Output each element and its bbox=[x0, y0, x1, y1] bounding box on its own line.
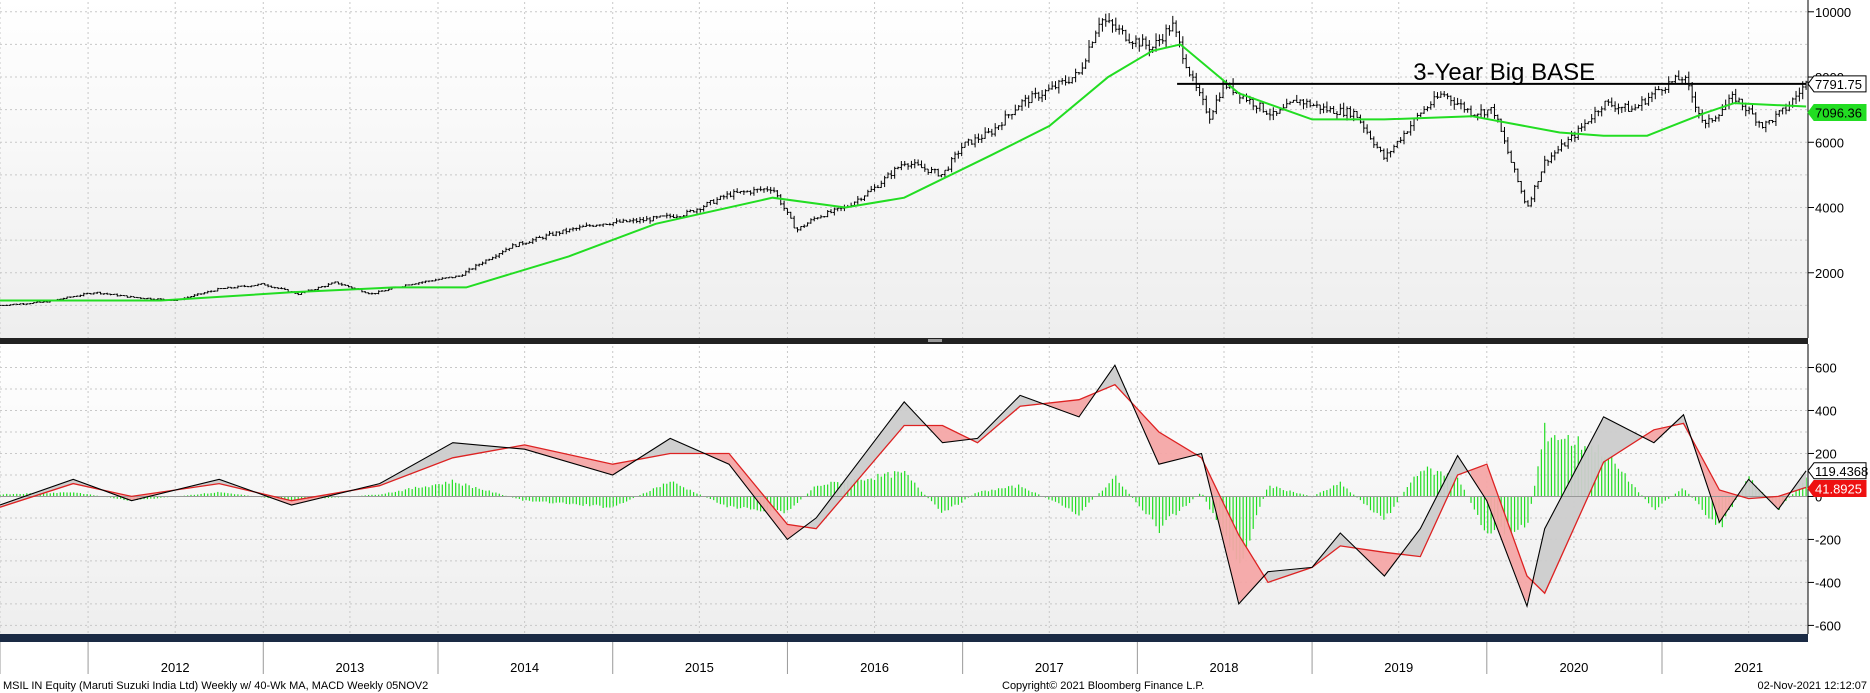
crossover-fill-segment bbox=[1645, 425, 1673, 442]
macd-tick-label: 600 bbox=[1815, 360, 1837, 375]
crossover-fill-segment bbox=[636, 438, 707, 460]
year-label: 2013 bbox=[335, 660, 364, 675]
crossover-fill-segment bbox=[1739, 479, 1770, 501]
time-x-axis: 2012 2013 2014 2015 2016 2017 2018 2019 2020 2021 bbox=[0, 642, 1763, 675]
crossover-fill-segment bbox=[1206, 467, 1267, 603]
price-tick-label: 2000 bbox=[1815, 266, 1844, 281]
year-label: 2016 bbox=[860, 660, 889, 675]
macd-tick-label: 400 bbox=[1815, 403, 1837, 418]
crossover-fill-segment bbox=[1357, 548, 1404, 576]
price-tick-label: 4000 bbox=[1815, 201, 1844, 216]
crossover-fill-segment bbox=[1672, 416, 1693, 441]
panel-divider bbox=[0, 338, 1808, 344]
crossover-fill-segment bbox=[177, 479, 258, 494]
moving-average-line-path bbox=[0, 43, 1807, 302]
bottom-divider bbox=[0, 634, 1808, 642]
crossover-fill-segment bbox=[1471, 465, 1535, 602]
price-tick-label: 6000 bbox=[1815, 135, 1844, 150]
year-label: 2020 bbox=[1559, 660, 1588, 675]
last-value-badges: 7791.75 7096.36 119.4368 41.8925 bbox=[1807, 75, 1868, 497]
crossover-fill-segment bbox=[971, 396, 1046, 442]
footer-description: MSIL IN Equity (Maruti Suzuki India Ltd)… bbox=[3, 680, 428, 692]
macd-tick-label: 0 bbox=[1815, 489, 1822, 504]
last-value-badge bbox=[1807, 75, 1867, 93]
signal-line-path bbox=[0, 383, 1807, 595]
last-value-badge bbox=[1807, 462, 1867, 480]
last-value-badge-label: 7096.36 bbox=[1815, 106, 1862, 121]
year-label: 2021 bbox=[1734, 660, 1763, 675]
macd-lines bbox=[0, 364, 1808, 608]
price-weekly-bars bbox=[0, 13, 1808, 307]
base-annotation-label: 3-Year Big BASE bbox=[1413, 59, 1595, 86]
macd-tick-label: -200 bbox=[1815, 532, 1841, 547]
macd-tick-label: 200 bbox=[1815, 446, 1837, 461]
price-panel-background bbox=[0, 0, 1808, 338]
base-annotation: 3-Year Big BASE bbox=[1177, 59, 1807, 86]
year-label: 2014 bbox=[510, 660, 539, 675]
last-value-badge-label: 41.8925 bbox=[1815, 481, 1862, 496]
price-y-axis: 200040006000800010000 bbox=[1807, 0, 1851, 338]
crossover-fill-segment bbox=[1132, 403, 1200, 465]
panel-divider-grip[interactable] bbox=[928, 339, 942, 342]
crossover-fill-segment bbox=[1534, 417, 1646, 594]
moving-average-line bbox=[0, 43, 1807, 302]
crossover-fill-segment bbox=[928, 425, 972, 443]
footer-copyright: Copyright© 2021 Bloomberg Finance L.P. bbox=[1002, 680, 1204, 692]
macd-tick-label: -400 bbox=[1815, 575, 1841, 590]
year-label: 2015 bbox=[685, 660, 714, 675]
footer-timestamp: 02-Nov-2021 12:12:07 bbox=[1758, 680, 1867, 692]
last-value-badge bbox=[1807, 479, 1867, 497]
last-value-badge-label: 119.4368 bbox=[1815, 464, 1868, 479]
price-tick-label: 10000 bbox=[1815, 5, 1851, 20]
year-label: 2018 bbox=[1210, 660, 1239, 675]
footer: MSIL IN Equity (Maruti Suzuki India Ltd)… bbox=[3, 680, 1867, 692]
crossover-fill-segment bbox=[509, 445, 637, 475]
crossover-fill-segment bbox=[1692, 439, 1740, 521]
price-gridlines bbox=[0, 2, 1808, 338]
year-label: 2012 bbox=[161, 660, 190, 675]
year-label: 2017 bbox=[1035, 660, 1064, 675]
last-value-badge-label: 7791.75 bbox=[1815, 77, 1862, 92]
macd-y-axis: -600 -400 -200 0 200 400 600 bbox=[1807, 344, 1841, 634]
macd-line-path bbox=[0, 364, 1807, 608]
last-value-badge bbox=[1807, 104, 1867, 122]
macd-tick-label: -600 bbox=[1815, 618, 1841, 633]
macd-panel-background bbox=[0, 344, 1808, 634]
crossover-fill-segment bbox=[351, 443, 510, 491]
year-label: 2019 bbox=[1384, 660, 1413, 675]
crossover-fill-segment bbox=[1045, 388, 1100, 417]
